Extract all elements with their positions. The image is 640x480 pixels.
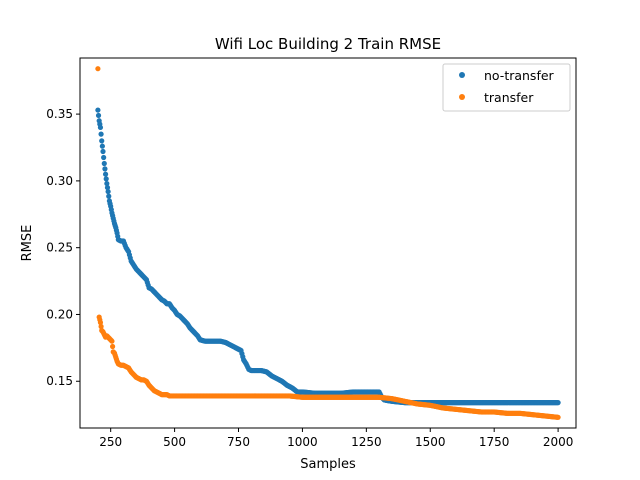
y-tick-label: 0.30 xyxy=(46,174,73,188)
point-no-transfer xyxy=(105,188,111,195)
point-no-transfer xyxy=(102,171,109,177)
point-no-transfer xyxy=(103,176,109,182)
series-no-transfer xyxy=(95,107,561,406)
point-no-transfer xyxy=(95,112,102,119)
point-transfer xyxy=(110,343,116,350)
series-transfer xyxy=(95,66,561,420)
legend-label-transfer: transfer xyxy=(484,90,534,105)
legend: no-transfer transfer xyxy=(442,63,571,112)
point-no-transfer xyxy=(106,193,112,199)
point-no-transfer xyxy=(98,131,104,137)
point-transfer xyxy=(98,323,104,330)
point-no-transfer xyxy=(95,107,101,113)
plot-frame xyxy=(79,57,577,429)
x-tick-label: 1500 xyxy=(415,435,446,449)
point-no-transfer xyxy=(104,184,111,191)
x-tick-label: 500 xyxy=(163,435,186,449)
point-transfer xyxy=(95,66,101,72)
point-no-transfer xyxy=(97,124,104,131)
point-no-transfer xyxy=(101,154,107,161)
legend-label-no-transfer: no-transfer xyxy=(484,68,555,83)
legend-marker-transfer xyxy=(459,94,465,100)
point-no-transfer xyxy=(555,400,561,406)
point-no-transfer xyxy=(99,143,105,149)
x-tick-label: 1250 xyxy=(351,435,382,449)
legend-marker-no-transfer xyxy=(459,72,465,78)
point-no-transfer xyxy=(104,180,110,187)
x-axis-title: Samples xyxy=(300,457,356,472)
chart-title: Wifi Loc Building 2 Train RMSE xyxy=(215,35,441,53)
point-no-transfer xyxy=(99,138,105,144)
point-transfer xyxy=(109,338,115,344)
x-tick-label: 2000 xyxy=(543,435,574,449)
x-tick-label: 750 xyxy=(227,435,250,449)
x-tick-label: 250 xyxy=(99,435,122,449)
y-axis: 0.15 0.20 0.25 0.30 0.35 xyxy=(46,107,80,388)
point-no-transfer xyxy=(101,160,107,167)
series-layer xyxy=(95,66,561,420)
y-tick-label: 0.15 xyxy=(46,374,73,388)
y-tick-label: 0.20 xyxy=(46,307,73,321)
point-transfer xyxy=(97,319,104,326)
y-tick-label: 0.35 xyxy=(46,107,73,121)
legend-box xyxy=(442,63,571,112)
point-no-transfer xyxy=(100,148,106,155)
x-tick-label: 1000 xyxy=(287,435,318,449)
y-tick-label: 0.25 xyxy=(46,241,73,255)
x-axis: 250 500 750 1000 1250 1500 1750 2000 xyxy=(99,428,573,449)
point-no-transfer xyxy=(102,166,108,172)
x-tick-label: 1750 xyxy=(479,435,510,449)
point-transfer xyxy=(555,414,561,420)
y-axis-title: RMSE xyxy=(20,225,35,262)
